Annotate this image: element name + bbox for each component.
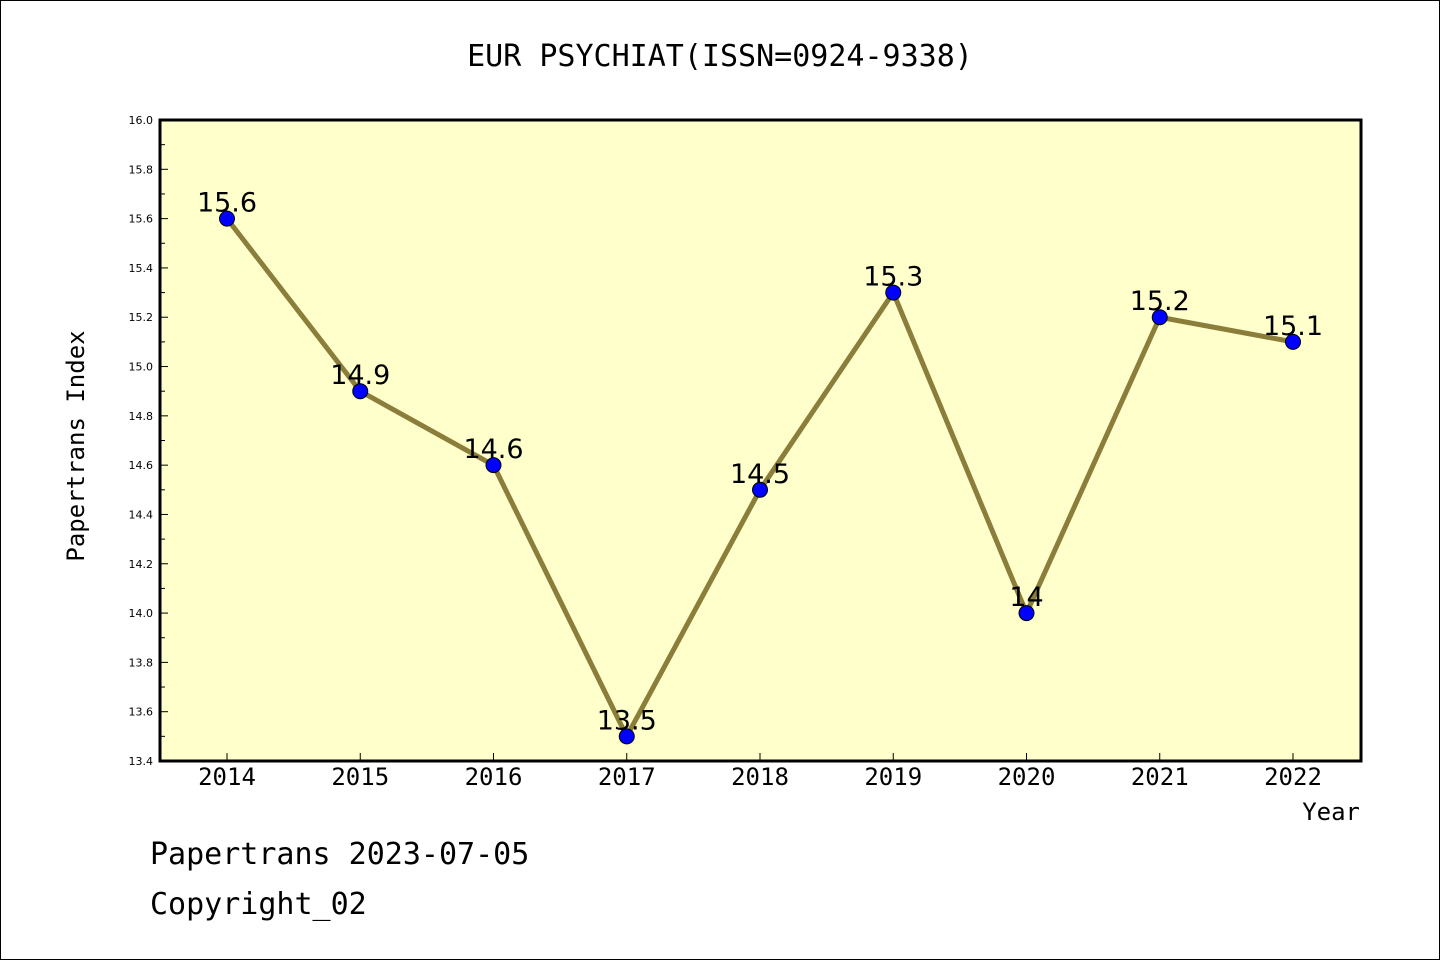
y-tick-label: 15.2 [129,311,154,324]
data-label: 14.9 [330,360,390,391]
x-tick-label: 2021 [1131,763,1189,791]
x-tick-label: 2014 [198,763,256,791]
data-point [485,457,502,474]
data-label: 13.5 [597,705,657,736]
x-tick-label: 2020 [998,763,1056,791]
data-label: 14 [1009,582,1043,613]
data-label: 14.6 [463,434,523,465]
data-point [219,210,235,227]
y-tick-label: 14.2 [129,558,154,571]
plot-frame [158,118,1363,763]
data-label: 15.2 [1130,286,1190,317]
x-tick-label: 2017 [598,763,656,791]
data-point [885,284,902,301]
data-point [1151,309,1168,326]
x-tick-label: 2016 [465,763,523,791]
y-tick-label: 15.4 [129,262,154,275]
y-axis-label: Papertrans Index [62,330,90,561]
chart-title: EUR PSYCHIAT(ISSN=0924-9338) [467,39,973,74]
data-point [752,481,768,498]
y-tick-label: 14.0 [129,607,154,620]
plot-area [160,120,1361,761]
y-tick-label: 13.4 [129,755,154,768]
data-label: 14.5 [730,459,790,490]
data-point [1285,333,1301,350]
data-labels: 15.6 14.9 14.6 13.5 14.5 15.3 14 15.2 15.1 [197,188,1323,737]
y-tick-label: 13.8 [129,656,154,669]
x-tick-label: 2022 [1264,763,1322,791]
y-tick-label: 13.6 [129,706,154,719]
x-tick-label: 2018 [731,763,789,791]
y-tick-label: 15.6 [129,213,154,226]
data-label: 15.1 [1263,311,1323,342]
x-tick-label: 2019 [864,763,922,791]
data-label: 15.3 [863,262,923,293]
footer-copyright: Copyright_02 [150,887,367,922]
data-point [618,728,635,745]
y-tick-label: 14.4 [129,508,154,521]
data-label: 15.6 [197,188,257,219]
y-tick-label: 15.0 [129,361,154,374]
data-point [352,383,369,400]
y-tick-label: 14.6 [129,459,154,472]
y-tick-label: 16.0 [129,114,154,127]
data-point [1018,605,1035,622]
y-tick-label: 14.8 [129,410,154,423]
x-tick-label: 2015 [331,763,389,791]
series-markers [219,210,1301,745]
footer-date: Papertrans 2023-07-05 [150,837,529,872]
x-axis: 2014 2015 2016 2017 2018 2019 2020 2021 2022 [198,753,1322,791]
x-axis-label: Year [1302,798,1360,826]
y-tick-label: 15.8 [129,163,154,176]
